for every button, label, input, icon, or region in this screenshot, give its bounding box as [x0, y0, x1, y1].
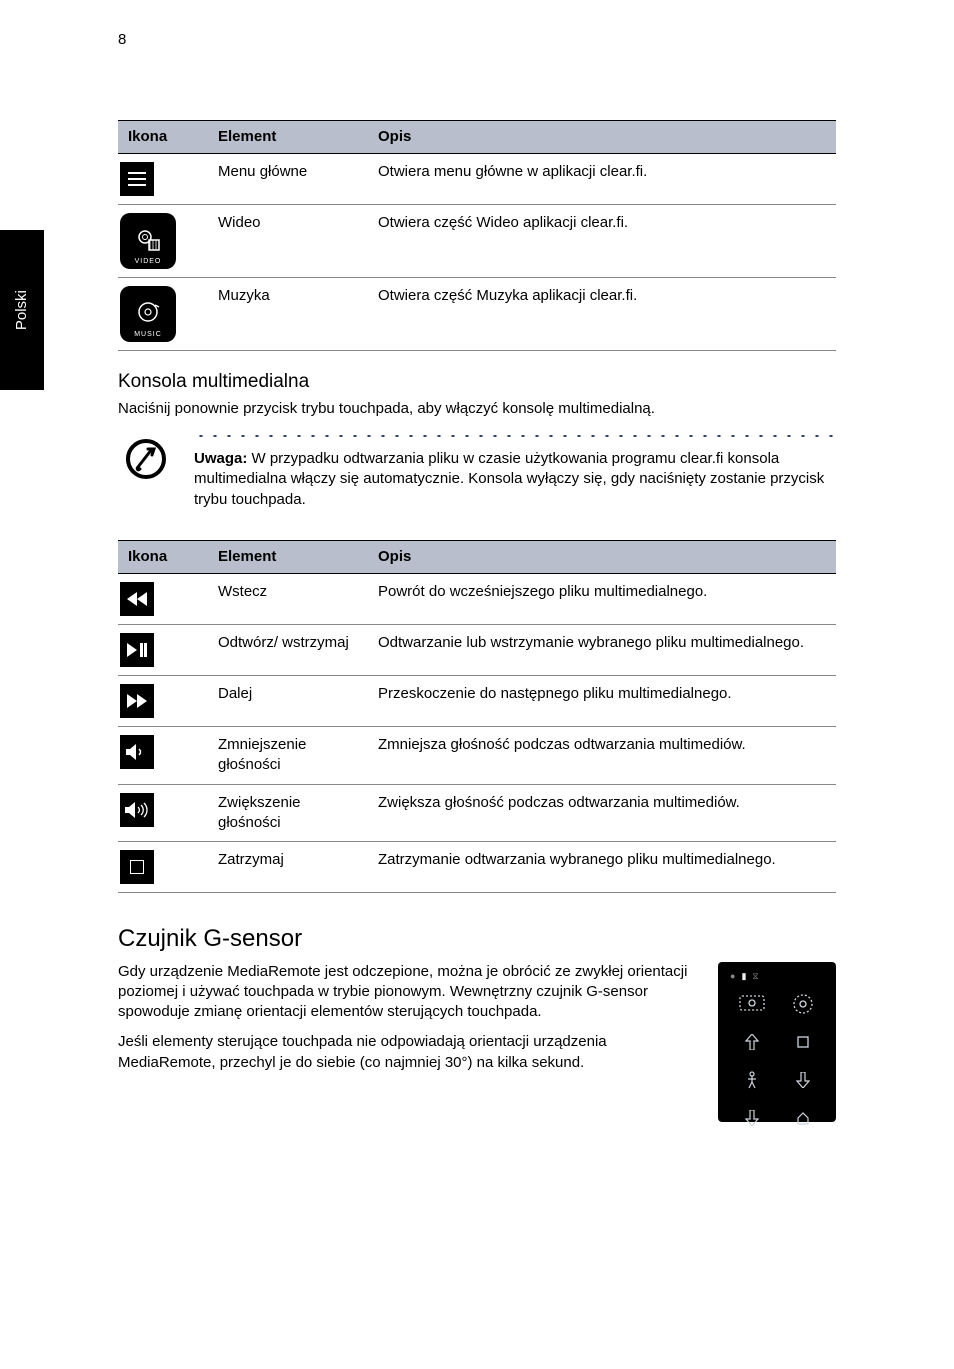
rewind-icon: [120, 582, 154, 616]
remote-btn-disc-icon: [783, 988, 823, 1020]
table-row: Menu główne Otwiera menu główne w aplika…: [118, 154, 836, 205]
page-number: 8: [118, 30, 126, 50]
cell-opis: Zmniejsza głośność podczas odtwarzania m…: [368, 727, 836, 785]
menu-icon: [120, 162, 154, 196]
gsensor-title: Czujnik G-sensor: [118, 923, 836, 955]
cell-opis: Przeskoczenie do następnego pliku multim…: [368, 676, 836, 727]
remote-btn-home-down-icon: [783, 1064, 823, 1096]
cell-opis: Otwiera część Wideo aplikacji clear.fi.: [368, 205, 836, 278]
cell-element: Wstecz: [208, 574, 368, 625]
page-content: Ikona Element Opis Menu główne Otwiera m…: [0, 0, 954, 1182]
cell-element: Wideo: [208, 205, 368, 278]
language-tab: Polski: [0, 230, 44, 390]
table-row: Wstecz Powrót do wcześniejszego pliku mu…: [118, 574, 836, 625]
th-element: Element: [208, 121, 368, 154]
remote-btn-up-icon: [732, 1026, 772, 1058]
note-text: Uwaga: W przypadku odtwarzania pliku w c…: [194, 449, 836, 510]
table-row: Zwiększenie głośności Zwiększa głośność …: [118, 784, 836, 842]
cell-element: Zmniejszenie głośności: [208, 727, 368, 785]
konsola-intro: Naciśnij ponownie przycisk trybu touchpa…: [118, 399, 836, 419]
table-row: VIDEO Wideo Otwiera część Wideo aplikacj…: [118, 205, 836, 278]
cell-element: Zatrzymaj: [208, 842, 368, 893]
cell-opis: Powrót do wcześniejszego pliku multimedi…: [368, 574, 836, 625]
language-tab-label: Polski: [12, 290, 32, 330]
cell-element: Dalej: [208, 676, 368, 727]
th-icon: Ikona: [118, 121, 208, 154]
remote-btn-down-icon: [732, 1102, 772, 1134]
remote-illustration: ●▮⧖: [718, 962, 836, 1122]
music-icon-label: MUSIC: [134, 330, 162, 339]
remote-btn-square-icon: [783, 1026, 823, 1058]
video-icon-label: VIDEO: [135, 257, 162, 266]
th-element: Element: [208, 540, 368, 573]
note-icon: [118, 433, 174, 520]
note-block: Uwaga: W przypadku odtwarzania pliku w c…: [118, 433, 836, 520]
th-icon: Ikona: [118, 540, 208, 573]
music-icon: MUSIC: [120, 286, 176, 342]
cell-element: Odtwórz/ wstrzymaj: [208, 625, 368, 676]
cell-opis: Odtwarzanie lub wstrzymanie wybranego pl…: [368, 625, 836, 676]
video-icon: VIDEO: [120, 213, 176, 269]
table-row: Zatrzymaj Zatrzymanie odtwarzania wybran…: [118, 842, 836, 893]
cell-element: Muzyka: [208, 278, 368, 351]
media-controls-table: Ikona Element Opis Wstecz Powrót do wcze…: [118, 540, 836, 893]
gsensor-p2: Jeśli elementy sterujące touchpada nie o…: [118, 1032, 700, 1073]
cell-element: Menu główne: [208, 154, 368, 205]
remote-btn-touchpad-icon: [732, 988, 772, 1020]
note-body-text: W przypadku odtwarzania pliku w czasie u…: [194, 450, 824, 508]
cell-opis: Zwiększa głośność podczas odtwarzania mu…: [368, 784, 836, 842]
remote-btn-home-icon: [783, 1102, 823, 1134]
remote-btn-person-icon: [732, 1064, 772, 1096]
cell-opis: Zatrzymanie odtwarzania wybranego pliku …: [368, 842, 836, 893]
gsensor-p1: Gdy urządzenie MediaRemote jest odczepio…: [118, 962, 700, 1023]
play-pause-icon: [120, 633, 154, 667]
note-dots: [194, 433, 836, 439]
cell-opis: Otwiera menu główne w aplikacji clear.fi…: [368, 154, 836, 205]
th-opis: Opis: [368, 121, 836, 154]
table-row: MUSIC Muzyka Otwiera część Muzyka aplika…: [118, 278, 836, 351]
table-row: Odtwórz/ wstrzymaj Odtwarzanie lub wstrz…: [118, 625, 836, 676]
cell-element: Zwiększenie głośności: [208, 784, 368, 842]
th-opis: Opis: [368, 540, 836, 573]
cell-opis: Otwiera część Muzyka aplikacji clear.fi.: [368, 278, 836, 351]
table-row: Zmniejszenie głośności Zmniejsza głośnoś…: [118, 727, 836, 785]
note-label: Uwaga:: [194, 450, 247, 467]
konsola-title: Konsola multimedialna: [118, 369, 836, 395]
volume-down-icon: [120, 735, 154, 769]
clearfi-table: Ikona Element Opis Menu główne Otwiera m…: [118, 120, 836, 351]
stop-icon: [120, 850, 154, 884]
gsensor-block: Gdy urządzenie MediaRemote jest odczepio…: [118, 962, 836, 1122]
volume-up-icon: [120, 793, 154, 827]
remote-leds: ●▮⧖: [726, 970, 828, 982]
forward-icon: [120, 684, 154, 718]
table-row: Dalej Przeskoczenie do następnego pliku …: [118, 676, 836, 727]
